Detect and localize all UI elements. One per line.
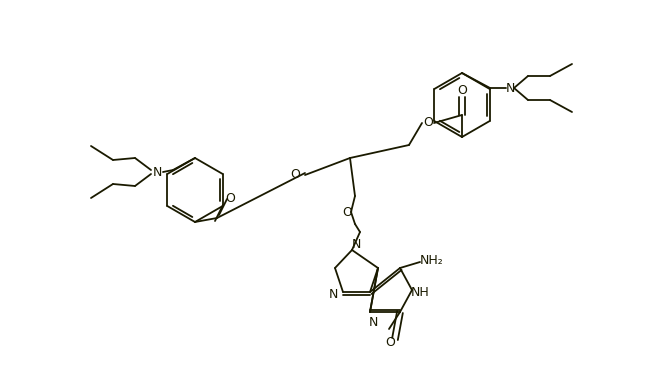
Text: N: N xyxy=(505,81,514,95)
Text: N: N xyxy=(369,315,378,328)
Text: O: O xyxy=(342,205,352,219)
Text: O: O xyxy=(423,116,433,130)
Text: NH: NH xyxy=(410,285,430,299)
Text: N: N xyxy=(328,288,337,300)
Text: O: O xyxy=(290,169,300,181)
Text: O: O xyxy=(385,335,395,349)
Text: O: O xyxy=(457,85,467,97)
Text: NH₂: NH₂ xyxy=(420,254,444,266)
Text: O: O xyxy=(225,192,235,204)
Text: N: N xyxy=(152,165,162,178)
Text: N: N xyxy=(351,238,361,250)
